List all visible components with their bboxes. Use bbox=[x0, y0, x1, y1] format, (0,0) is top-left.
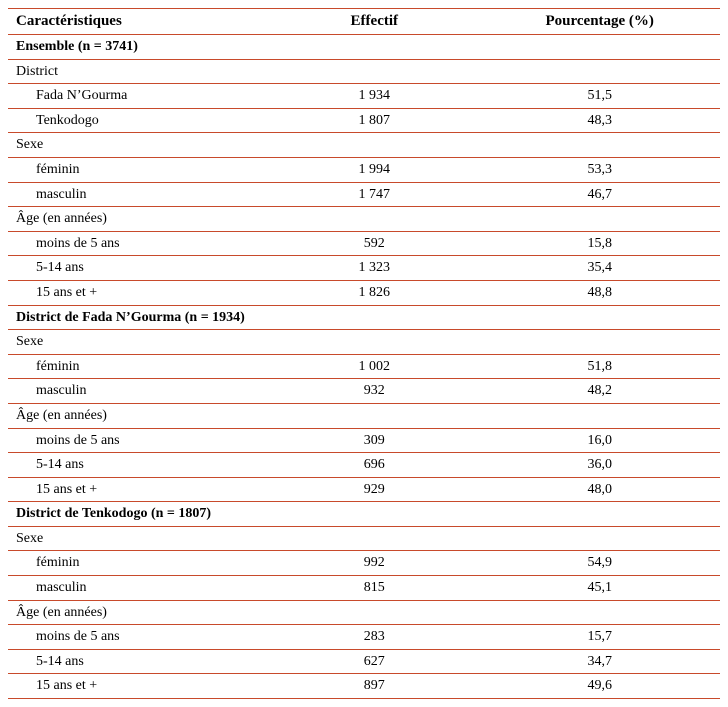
row-effectif-cell: 309 bbox=[269, 428, 479, 453]
row-label-cell: féminin bbox=[8, 157, 269, 182]
table-row: 15 ans et +89749,6 bbox=[8, 674, 720, 699]
row-label-cell: 15 ans et + bbox=[8, 674, 269, 699]
row-label-cell: Tenkodogo bbox=[8, 108, 269, 133]
table-row: masculin1 74746,7 bbox=[8, 182, 720, 207]
table-row: 5-14 ans1 32335,4 bbox=[8, 256, 720, 281]
row-percentage-cell: 45,1 bbox=[479, 576, 720, 601]
group-header-cell: Sexe bbox=[8, 526, 720, 551]
group-header-cell: District bbox=[8, 59, 720, 84]
table-row: moins de 5 ans28315,7 bbox=[8, 625, 720, 650]
table-row: féminin1 00251,8 bbox=[8, 354, 720, 379]
row-percentage-cell: 48,2 bbox=[479, 379, 720, 404]
col-header-characteristics: Caractéristiques bbox=[8, 9, 269, 35]
row-label-cell: masculin bbox=[8, 576, 269, 601]
table-row: féminin1 99453,3 bbox=[8, 157, 720, 182]
row-percentage-cell: 15,7 bbox=[479, 625, 720, 650]
row-percentage-cell: 48,3 bbox=[479, 108, 720, 133]
row-percentage-cell: 48,8 bbox=[479, 280, 720, 305]
row-percentage-cell: 49,6 bbox=[479, 674, 720, 699]
row-percentage-cell: 34,7 bbox=[479, 649, 720, 674]
group-header-cell: Sexe bbox=[8, 133, 720, 158]
table-row: District de Tenkodogo (n = 1807) bbox=[8, 502, 720, 527]
row-label-cell: moins de 5 ans bbox=[8, 428, 269, 453]
row-label-cell: 5-14 ans bbox=[8, 256, 269, 281]
row-label-cell: moins de 5 ans bbox=[8, 625, 269, 650]
row-label-cell: 5-14 ans bbox=[8, 649, 269, 674]
section-header-cell: Ensemble (n = 3741) bbox=[8, 35, 720, 60]
table-row: Sexe bbox=[8, 526, 720, 551]
table-row: Fada N’Gourma1 93451,5 bbox=[8, 84, 720, 109]
row-effectif-cell: 897 bbox=[269, 674, 479, 699]
row-percentage-cell: 51,5 bbox=[479, 84, 720, 109]
col-header-pourcentage: Pourcentage (%) bbox=[479, 9, 720, 35]
row-label-cell: 15 ans et + bbox=[8, 477, 269, 502]
row-effectif-cell: 696 bbox=[269, 453, 479, 478]
row-effectif-cell: 1 323 bbox=[269, 256, 479, 281]
row-label-cell: féminin bbox=[8, 551, 269, 576]
table-row: 5-14 ans62734,7 bbox=[8, 649, 720, 674]
table-row: masculin81545,1 bbox=[8, 576, 720, 601]
row-percentage-cell: 35,4 bbox=[479, 256, 720, 281]
row-percentage-cell: 51,8 bbox=[479, 354, 720, 379]
row-label-cell: masculin bbox=[8, 182, 269, 207]
row-percentage-cell: 16,0 bbox=[479, 428, 720, 453]
section-header-cell: District de Fada N’Gourma (n = 1934) bbox=[8, 305, 720, 330]
row-label-cell: masculin bbox=[8, 379, 269, 404]
group-header-cell: Âge (en années) bbox=[8, 207, 720, 232]
characteristics-table: Caractéristiques Effectif Pourcentage (%… bbox=[8, 8, 720, 699]
row-effectif-cell: 932 bbox=[269, 379, 479, 404]
row-percentage-cell: 48,0 bbox=[479, 477, 720, 502]
section-header-cell: District de Tenkodogo (n = 1807) bbox=[8, 502, 720, 527]
row-effectif-cell: 1 994 bbox=[269, 157, 479, 182]
table-row: moins de 5 ans59215,8 bbox=[8, 231, 720, 256]
row-percentage-cell: 15,8 bbox=[479, 231, 720, 256]
row-effectif-cell: 992 bbox=[269, 551, 479, 576]
table-row: District bbox=[8, 59, 720, 84]
table-row: Âge (en années) bbox=[8, 403, 720, 428]
table-row: 5-14 ans69636,0 bbox=[8, 453, 720, 478]
table-row: féminin99254,9 bbox=[8, 551, 720, 576]
table-row: Ensemble (n = 3741) bbox=[8, 35, 720, 60]
row-label-cell: 15 ans et + bbox=[8, 280, 269, 305]
row-percentage-cell: 36,0 bbox=[479, 453, 720, 478]
row-label-cell: 5-14 ans bbox=[8, 453, 269, 478]
table-row: Âge (en années) bbox=[8, 207, 720, 232]
row-effectif-cell: 815 bbox=[269, 576, 479, 601]
table-body: Ensemble (n = 3741)DistrictFada N’Gourma… bbox=[8, 35, 720, 699]
row-effectif-cell: 627 bbox=[269, 649, 479, 674]
table-row: moins de 5 ans30916,0 bbox=[8, 428, 720, 453]
row-percentage-cell: 53,3 bbox=[479, 157, 720, 182]
table-row: masculin93248,2 bbox=[8, 379, 720, 404]
row-label-cell: féminin bbox=[8, 354, 269, 379]
table-header-row: Caractéristiques Effectif Pourcentage (%… bbox=[8, 9, 720, 35]
row-effectif-cell: 592 bbox=[269, 231, 479, 256]
row-effectif-cell: 929 bbox=[269, 477, 479, 502]
table-row: 15 ans et +92948,0 bbox=[8, 477, 720, 502]
row-effectif-cell: 1 826 bbox=[269, 280, 479, 305]
table-row: Tenkodogo1 80748,3 bbox=[8, 108, 720, 133]
row-effectif-cell: 1 807 bbox=[269, 108, 479, 133]
row-label-cell: Fada N’Gourma bbox=[8, 84, 269, 109]
table-row: Sexe bbox=[8, 133, 720, 158]
col-header-effectif: Effectif bbox=[269, 9, 479, 35]
row-effectif-cell: 1 747 bbox=[269, 182, 479, 207]
row-effectif-cell: 1 002 bbox=[269, 354, 479, 379]
group-header-cell: Sexe bbox=[8, 330, 720, 355]
row-effectif-cell: 283 bbox=[269, 625, 479, 650]
table-row: Âge (en années) bbox=[8, 600, 720, 625]
row-percentage-cell: 54,9 bbox=[479, 551, 720, 576]
table-row: District de Fada N’Gourma (n = 1934) bbox=[8, 305, 720, 330]
table-row: 15 ans et +1 82648,8 bbox=[8, 280, 720, 305]
row-effectif-cell: 1 934 bbox=[269, 84, 479, 109]
group-header-cell: Âge (en années) bbox=[8, 600, 720, 625]
row-label-cell: moins de 5 ans bbox=[8, 231, 269, 256]
table-row: Sexe bbox=[8, 330, 720, 355]
row-percentage-cell: 46,7 bbox=[479, 182, 720, 207]
group-header-cell: Âge (en années) bbox=[8, 403, 720, 428]
